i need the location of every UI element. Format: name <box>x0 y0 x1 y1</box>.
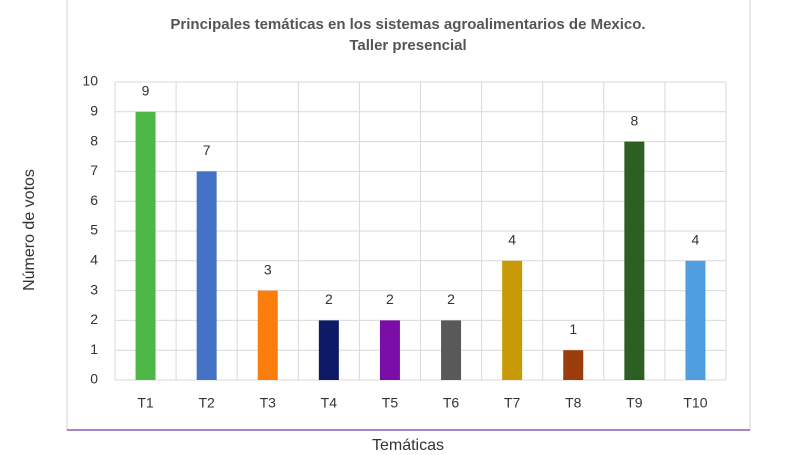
y-tick-label: 1 <box>90 341 98 357</box>
x-tick-label: T1 <box>137 395 154 411</box>
y-tick-label: 0 <box>90 371 98 387</box>
bar <box>441 320 462 380</box>
y-tick-label: 8 <box>90 132 98 148</box>
data-label: 7 <box>203 142 211 158</box>
data-label: 2 <box>325 291 333 307</box>
y-tick-label: 4 <box>90 252 98 268</box>
bar <box>257 290 278 380</box>
y-tick-label: 6 <box>90 192 98 208</box>
data-label: 3 <box>264 261 272 277</box>
y-tick-label: 3 <box>90 281 98 297</box>
x-tick-label: T4 <box>321 395 338 411</box>
data-label: 8 <box>630 112 638 128</box>
y-tick-label: 5 <box>90 222 98 238</box>
y-axis-title: Número de votos <box>21 169 38 291</box>
bar <box>563 350 584 380</box>
x-tick-label: T3 <box>260 395 277 411</box>
y-tick-label: 2 <box>90 311 98 327</box>
x-axis-title: Temáticas <box>372 437 444 454</box>
x-tick-label: T5 <box>382 395 399 411</box>
bar <box>685 260 706 380</box>
bar <box>196 171 217 380</box>
chart-title: Principales temáticas en los sistemas ag… <box>170 16 645 33</box>
data-label: 4 <box>692 232 700 248</box>
bar <box>379 320 400 380</box>
data-label: 4 <box>508 232 516 248</box>
x-tick-label: T9 <box>626 395 643 411</box>
data-label: 1 <box>569 321 577 337</box>
bar <box>502 260 523 380</box>
data-label: 9 <box>142 83 150 99</box>
y-tick-label: 10 <box>82 73 98 89</box>
y-tick-label: 7 <box>90 162 98 178</box>
data-label: 2 <box>386 291 394 307</box>
data-label: 2 <box>447 291 455 307</box>
x-tick-label: T10 <box>683 395 707 411</box>
bar <box>624 141 645 380</box>
y-tick-label: 9 <box>90 103 98 119</box>
bar <box>318 320 339 380</box>
x-tick-label: T2 <box>198 395 215 411</box>
chart-subtitle: Taller presencial <box>349 37 466 54</box>
bar <box>135 111 156 381</box>
x-tick-label: T7 <box>504 395 521 411</box>
x-tick-label: T6 <box>443 395 460 411</box>
x-tick-label: T8 <box>565 395 582 411</box>
